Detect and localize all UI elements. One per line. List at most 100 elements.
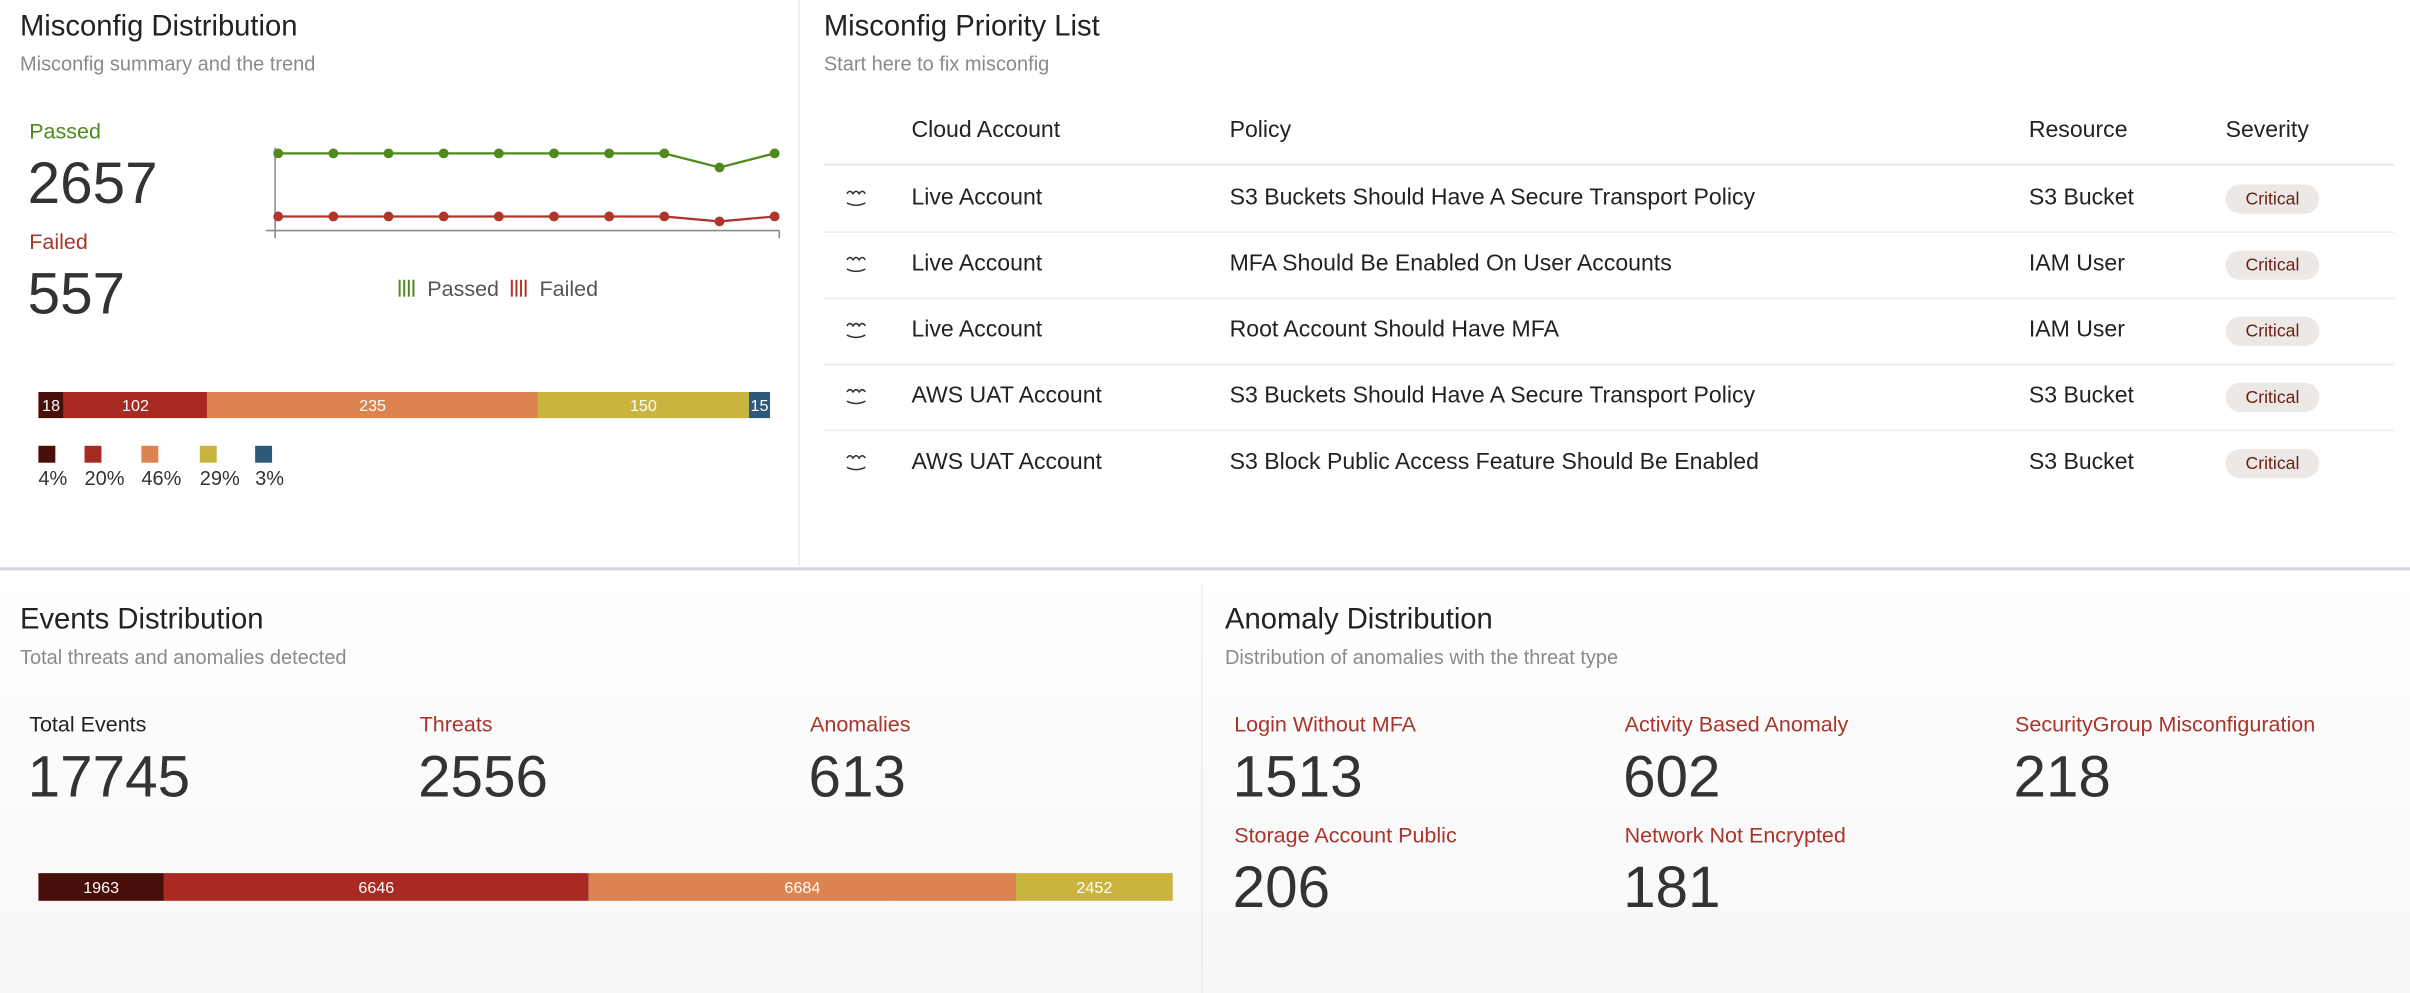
aws-icon: [846, 256, 866, 273]
column-header: Resource: [2028, 116, 2128, 143]
percent-label: 46%: [141, 468, 181, 490]
trend-point: [714, 162, 725, 173]
table-cell: AWS UAT Account: [911, 382, 1102, 409]
table-cell: S3 Block Public Access Feature Should Be…: [1229, 448, 1759, 475]
stat-label: Passed: [29, 117, 101, 143]
percent-label: 3%: [255, 468, 284, 490]
stat-value: 206: [1232, 856, 1331, 922]
table-cell: Live Account: [911, 184, 1043, 211]
aws-icon: [846, 190, 866, 206]
stat-value: 181: [1623, 856, 1721, 922]
column-header: Severity: [2225, 116, 2309, 143]
stat-label: Total Events: [29, 711, 147, 736]
segment-label: 2452: [1076, 879, 1112, 897]
trend-point: [273, 148, 284, 159]
table-cell: S3 Bucket: [2028, 382, 2134, 409]
segment-label: 6646: [358, 879, 394, 897]
segment-label: 6684: [784, 879, 820, 897]
trend-point: [438, 211, 449, 222]
severity-badge: [2225, 448, 2320, 479]
trend-point: [493, 211, 504, 222]
trend-point: [493, 148, 504, 159]
table-cell: Live Account: [911, 316, 1043, 343]
segment-label: 18: [42, 397, 60, 415]
bottom-panel: [0, 571, 2410, 993]
stat-label: Storage Account Public: [1234, 821, 1457, 847]
trend-point: [273, 211, 284, 222]
stat-value: 218: [2013, 745, 2111, 811]
trend-point: [769, 148, 780, 159]
severity-badge: [2225, 316, 2320, 346]
table-cell: S3 Buckets Should Have A Secure Transpor…: [1229, 382, 1756, 409]
bar-segment: [38, 391, 64, 419]
table-cell: IAM User: [2028, 250, 2125, 277]
stat-value: 2657: [27, 152, 158, 218]
severity-badge: [2225, 184, 2320, 214]
aws-icon: [846, 388, 866, 405]
segment-label: 235: [359, 397, 386, 415]
table-cell: MFA Should Be Enabled On User Accounts: [1229, 250, 1672, 277]
trend-point: [604, 148, 615, 159]
trend-point: [328, 211, 339, 222]
column-header: Cloud Account: [911, 116, 1061, 143]
stat-label: Login Without MFA: [1234, 711, 1417, 736]
severity-text: Critical: [2245, 453, 2299, 473]
legend-swatch: [84, 445, 102, 463]
legend-swatch: [255, 445, 273, 463]
stat-value: 1513: [1232, 745, 1363, 811]
stat-value: 557: [27, 263, 126, 328]
percent-label: 4%: [38, 468, 67, 490]
legend-swatch: [38, 445, 56, 463]
severity-text: Critical: [2245, 387, 2299, 407]
bar-segment: [588, 873, 1016, 901]
bar-segment: [1015, 873, 1173, 901]
stat-value: 2556: [418, 745, 549, 811]
table-cell: Root Account Should Have MFA: [1229, 316, 1559, 343]
panel-title: Events Distribution: [19, 603, 264, 636]
trend-point: [438, 148, 449, 159]
legend-swatch: [141, 445, 159, 463]
segment-label: 15: [751, 397, 769, 415]
table-cell: S3 Bucket: [2028, 448, 2134, 475]
panel-title: Misconfig Priority List: [823, 10, 1100, 43]
panel-subtitle: Misconfig summary and the trend: [19, 52, 316, 76]
severity-text: Critical: [2245, 189, 2299, 209]
bar-segment: [537, 391, 749, 419]
panel-title: Misconfig Distribution: [19, 10, 298, 43]
panel-title: Anomaly Distribution: [1224, 603, 1493, 636]
trend-line: [278, 152, 775, 169]
severity-text: Critical: [2245, 321, 2299, 341]
legend-label: Failed: [539, 277, 598, 301]
legend-swatch: [199, 445, 217, 463]
trend-point: [328, 148, 339, 159]
trend-point: [383, 211, 394, 222]
stat-label: Anomalies: [809, 711, 911, 736]
trend-point: [549, 148, 559, 159]
trend-point: [659, 211, 670, 222]
bar-segment: [748, 391, 771, 419]
bar-segment: [207, 391, 538, 419]
stat-value: 613: [808, 745, 906, 811]
segment-label: 1963: [83, 879, 119, 897]
segment-label: 150: [630, 397, 657, 415]
segment-label: 102: [122, 397, 149, 415]
percent-label: 29%: [200, 468, 240, 490]
severity-badge: [2225, 382, 2320, 412]
table-cell: IAM User: [2028, 316, 2125, 343]
column-header: Policy: [1229, 116, 1292, 143]
legend-label: Passed: [427, 277, 499, 301]
table-cell: S3 Buckets Should Have A Secure Transpor…: [1229, 184, 1756, 211]
stat-value: 602: [1623, 745, 1721, 811]
trend-point: [549, 211, 559, 222]
trend-point: [659, 148, 670, 159]
aws-icon: [846, 322, 866, 339]
trend-line: [278, 215, 775, 223]
stat-label: SecurityGroup Misconfiguration: [2015, 711, 2316, 736]
table-cell: Live Account: [911, 250, 1043, 277]
aws-icon: [846, 455, 866, 471]
table-cell: AWS UAT Account: [911, 448, 1102, 475]
bar-segment: [63, 391, 208, 419]
stat-label: Activity Based Anomaly: [1624, 711, 1849, 736]
percent-label: 20%: [85, 468, 125, 490]
severity-text: Critical: [2245, 255, 2299, 275]
